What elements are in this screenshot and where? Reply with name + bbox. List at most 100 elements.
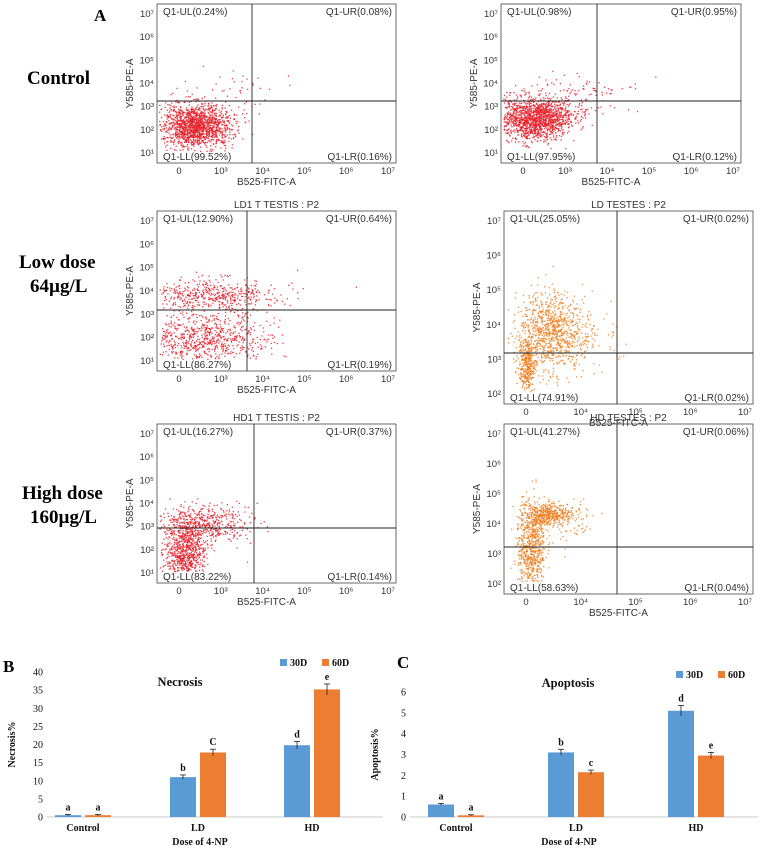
flow-dot <box>534 366 536 368</box>
flow-dot <box>229 122 231 124</box>
flow-dot <box>529 131 532 133</box>
flow-dot <box>542 327 544 329</box>
flow-dot <box>189 130 191 133</box>
flow-dot <box>566 103 568 106</box>
flow-dot <box>566 115 568 117</box>
flow-dot <box>196 283 198 286</box>
flow-dot <box>527 329 529 331</box>
flow-dot <box>232 288 234 291</box>
flow-dot <box>559 108 561 110</box>
flow-dot <box>553 330 555 332</box>
flow-dot <box>525 145 527 147</box>
flow-dot <box>180 144 182 146</box>
flow-dot <box>202 345 205 347</box>
flow-dot <box>199 125 201 128</box>
flow-dot <box>159 124 161 126</box>
flow-dot <box>523 107 525 110</box>
flow-dot <box>560 118 562 121</box>
flow-dot <box>551 121 553 123</box>
flow-dot <box>557 331 559 334</box>
flow-dot <box>212 122 214 124</box>
flow-dot <box>208 125 210 127</box>
flow-dot <box>196 128 199 131</box>
flow-dot <box>554 120 556 122</box>
flow-dot <box>187 347 190 350</box>
flow-dot <box>512 112 514 114</box>
flow-dot <box>519 105 521 107</box>
flow-dot <box>203 342 206 344</box>
flow-dot <box>223 122 226 124</box>
flow-dot <box>574 117 576 119</box>
flow-dot <box>183 124 185 126</box>
flow-dot <box>180 141 183 144</box>
flow-dot <box>194 323 196 325</box>
flow-dot <box>189 127 191 130</box>
flow-dot <box>214 300 216 302</box>
flow-dot <box>558 128 560 131</box>
flow-dot <box>517 104 519 106</box>
flow-dot <box>208 122 210 125</box>
flow-dot <box>200 319 202 322</box>
flow-dot <box>218 354 221 356</box>
flow-dot <box>207 131 209 133</box>
flow-dot <box>223 120 225 122</box>
flow-dot <box>225 296 227 299</box>
flow-dot <box>546 353 548 356</box>
flow-dot <box>168 325 170 327</box>
flow-dot <box>172 345 174 347</box>
flow-dot <box>201 315 203 317</box>
flow-dot <box>231 307 233 309</box>
flow-dot <box>543 103 545 105</box>
flow-dot <box>223 304 226 306</box>
flow-dot <box>212 302 214 304</box>
flow-dot <box>181 133 183 135</box>
flow-dot <box>176 122 178 124</box>
flow-dot <box>196 142 198 144</box>
flow-dot <box>549 341 551 343</box>
flow-dot <box>187 140 189 142</box>
flow-dot <box>209 339 211 341</box>
flow-dot <box>530 335 532 337</box>
flow-dot <box>178 319 180 321</box>
flow-dot <box>202 284 205 286</box>
flow-dot <box>546 314 548 316</box>
flow-dot <box>538 310 541 313</box>
flow-dot <box>528 127 530 129</box>
flow-plot-2: Q1-UL(0.98%) Q1-UR(0.95%)Q1-LL(97.95%) Q1-… <box>469 3 742 188</box>
flow-dot <box>553 324 555 326</box>
flow-dot <box>582 88 584 90</box>
flow-dot <box>232 345 234 347</box>
flow-dot <box>533 308 535 311</box>
flow-dot <box>194 128 197 130</box>
flow-dot <box>560 115 562 117</box>
flow-dot <box>537 124 539 127</box>
flow-dot <box>281 334 283 336</box>
flow-dot <box>175 111 177 113</box>
flow-dot <box>230 353 232 355</box>
flow-dot <box>204 116 206 118</box>
flow-dot <box>568 320 570 322</box>
quadrant-label-ur: Q1-UR(0.64%) <box>326 214 392 225</box>
flow-dot <box>178 123 180 125</box>
flow-dot <box>170 105 172 107</box>
flow-dot <box>195 356 197 358</box>
flow-dot <box>195 355 197 357</box>
flow-dot <box>527 131 529 133</box>
flow-dot <box>536 304 538 306</box>
flow-dot <box>537 331 539 333</box>
flow-dot <box>273 336 275 338</box>
flow-dot <box>503 121 505 123</box>
flow-dot <box>185 140 187 142</box>
flow-dot <box>190 349 192 351</box>
flow-dot <box>536 112 538 114</box>
flow-dot <box>527 327 529 329</box>
flow-dot <box>506 107 508 109</box>
flow-dot <box>187 135 189 137</box>
flow-dot <box>554 337 556 340</box>
flow-dot <box>537 296 539 299</box>
flow-dot <box>172 92 174 94</box>
flow-dot <box>543 135 546 138</box>
flow-dot <box>189 334 191 336</box>
flow-dot <box>187 125 189 128</box>
flow-dot <box>572 335 574 337</box>
